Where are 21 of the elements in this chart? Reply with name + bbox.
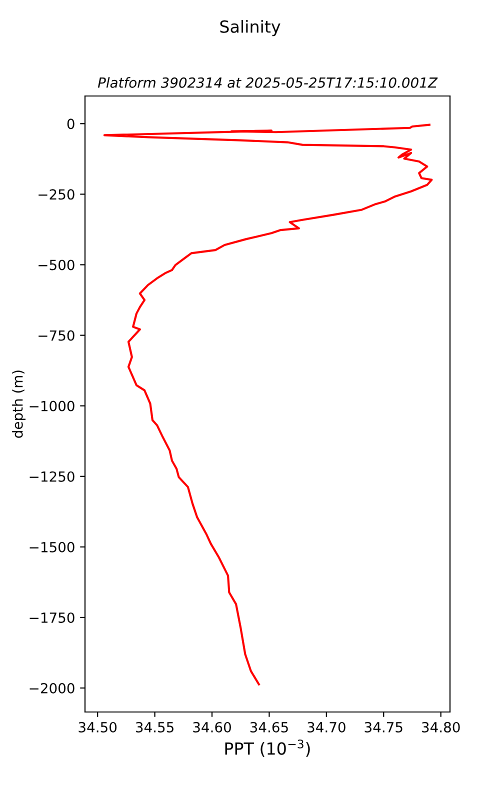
x-tick-label: 34.50: [78, 722, 117, 732]
chart-subtitle: Platform 3902314 at 2025-05-25T17:15:10.001Z: [98, 77, 438, 88]
y-tick-label: 0: [67, 118, 74, 130]
y-tick-label: −250: [38, 189, 74, 200]
line-series: [103, 124, 433, 686]
x-axis-title: PPT (10$^{−3}$): [225, 740, 310, 757]
x-tick-label: 34.60: [193, 722, 231, 732]
chart-title: Salinity: [220, 20, 280, 36]
x-tick-label: 34.70: [308, 722, 346, 732]
x-tick-label: 34.65: [250, 722, 288, 732]
y-tick-label: −1000: [30, 400, 74, 412]
y-axis-title: depth (m): [12, 370, 26, 438]
y-tick-label: −1500: [30, 542, 74, 552]
y-tick-label: −500: [38, 260, 74, 270]
y-tick-label: −1750: [30, 612, 74, 623]
y-tick-label: −750: [38, 330, 74, 341]
x-tick-label: 34.80: [422, 722, 460, 732]
y-tick-label: −1250: [30, 471, 74, 482]
x-tick-label: 34.75: [364, 722, 402, 732]
x-tick-label: 34.55: [136, 722, 174, 732]
y-tick-label: −2000: [30, 682, 74, 694]
